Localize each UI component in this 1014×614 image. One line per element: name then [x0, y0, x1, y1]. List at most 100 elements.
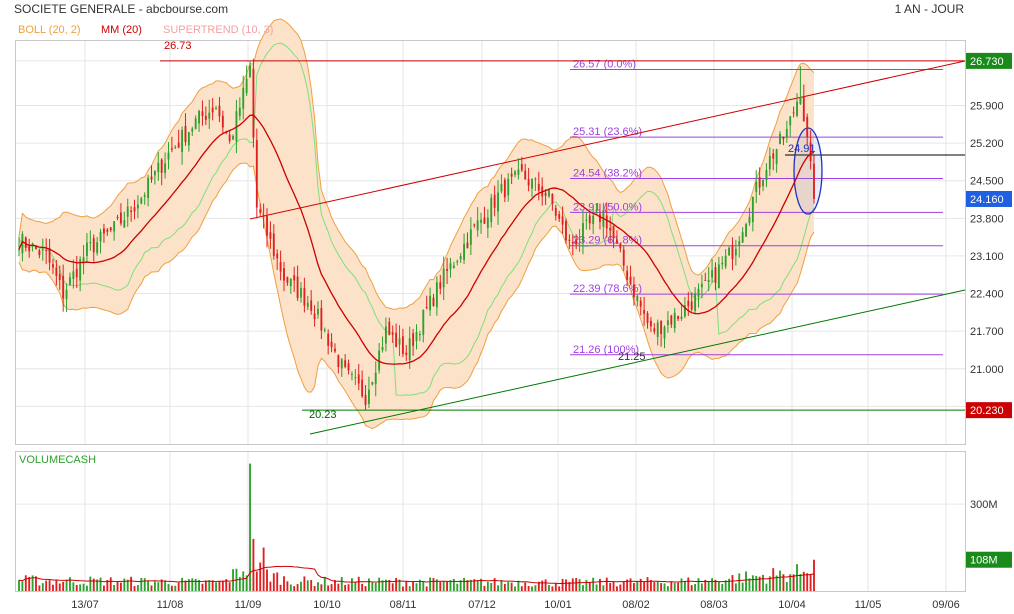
- volume-bar: [588, 582, 591, 591]
- candle-body: [435, 282, 438, 308]
- chart-title: SOCIETE GENERALE - abcbourse.com: [14, 2, 228, 16]
- candle-body: [439, 282, 442, 289]
- fib-label: 25.31 (23.6%): [573, 126, 642, 138]
- volume-bar: [41, 583, 44, 591]
- volume-bar: [609, 582, 612, 591]
- candle-body: [69, 277, 71, 285]
- candle-body: [415, 331, 418, 342]
- volume-bar: [565, 579, 567, 591]
- volume-bar: [602, 585, 605, 591]
- candle-body: [785, 129, 788, 138]
- volume-ma-line: [18, 565, 815, 584]
- volume-bar: [663, 583, 666, 591]
- candle-body: [813, 163, 815, 199]
- volume-bar: [493, 578, 496, 591]
- volume-bar: [666, 586, 669, 591]
- volume-bar: [802, 571, 805, 591]
- volume-bar: [412, 582, 415, 591]
- volume-bar: [558, 586, 561, 591]
- volume-bar: [714, 579, 717, 591]
- volume-bar: [272, 573, 275, 591]
- volume-bar: [55, 579, 58, 591]
- candle-body: [242, 87, 245, 109]
- candle-body: [276, 253, 279, 259]
- highlight-ellipse: [793, 127, 823, 215]
- volume-bar: [58, 583, 61, 591]
- volume-bar: [238, 576, 241, 591]
- volume-bar: [690, 585, 693, 591]
- volume-bar: [741, 582, 744, 591]
- volume-bar: [432, 578, 435, 591]
- volume-bar: [408, 586, 411, 591]
- candle-body: [619, 243, 622, 249]
- volume-bar: [232, 569, 234, 591]
- candle-body: [490, 197, 493, 223]
- volume-bar: [486, 581, 489, 591]
- volume-bar: [293, 586, 296, 591]
- candle-body: [177, 142, 180, 148]
- candle-body: [45, 249, 48, 252]
- candle-body: [466, 242, 469, 249]
- volume-bar: [697, 578, 700, 591]
- candle-body: [707, 280, 710, 283]
- candle-body: [174, 147, 177, 149]
- volume-bar: [446, 581, 449, 591]
- x-tick-label: 11/05: [855, 599, 882, 611]
- candle-body: [272, 233, 275, 256]
- volume-bar: [177, 582, 180, 591]
- volume-bar: [605, 577, 608, 591]
- volume-bar: [422, 581, 425, 591]
- candle-body: [575, 239, 578, 245]
- candle-body: [544, 192, 547, 196]
- volume-bar: [537, 581, 540, 591]
- volume-bar: [466, 580, 469, 591]
- candle-body: [391, 332, 394, 335]
- candle-body: [215, 108, 217, 110]
- candle-body: [796, 101, 798, 116]
- fibonacci-levels: 26.57 (0.0%) 25.31 (23.6%) 24.54 (38.2%) 23…: [570, 58, 943, 356]
- volume-bar: [103, 585, 105, 591]
- candle-body: [232, 136, 234, 140]
- candle-body: [374, 372, 377, 385]
- candle-body: [554, 207, 557, 216]
- volume-bar: [507, 581, 510, 591]
- candle-body: [293, 275, 296, 281]
- candle-body: [184, 126, 187, 143]
- volume-bar: [330, 584, 333, 591]
- volume-bar: [327, 585, 330, 591]
- volume-bar: [442, 581, 445, 591]
- volume-bar: [354, 582, 357, 591]
- volume-bar: [245, 575, 248, 591]
- candle-body: [28, 246, 31, 252]
- volume-bar: [568, 582, 571, 591]
- candle-body: [191, 128, 194, 132]
- y-tick-label: 21.000: [970, 364, 1004, 376]
- candle-body: [160, 159, 163, 173]
- candle-body: [792, 112, 795, 114]
- volume-bar: [772, 568, 775, 591]
- candle-body: [245, 78, 248, 94]
- volume-bar: [704, 579, 707, 591]
- volume-bar: [201, 583, 204, 591]
- volume-bar: [683, 581, 686, 591]
- candle-body: [398, 338, 401, 345]
- volume-bar: [289, 584, 292, 591]
- volume-bar: [368, 578, 370, 591]
- volume-bar: [670, 581, 673, 591]
- candle-body: [568, 239, 571, 241]
- volume-bar: [123, 578, 126, 591]
- candle-body: [548, 189, 550, 197]
- candle-body: [21, 233, 24, 254]
- legend-supertrend: SUPERTREND (10, 3): [163, 24, 273, 36]
- candle-body: [262, 215, 265, 217]
- candle-body: [697, 288, 700, 297]
- candle-body: [208, 112, 211, 119]
- low-value-label: 20.23: [309, 409, 337, 421]
- candle-body: [629, 276, 632, 284]
- volume-bar: [317, 582, 319, 591]
- volume-bar: [554, 583, 557, 591]
- candle-body: [486, 217, 489, 228]
- candle-body: [660, 320, 663, 335]
- candle-body: [609, 228, 612, 231]
